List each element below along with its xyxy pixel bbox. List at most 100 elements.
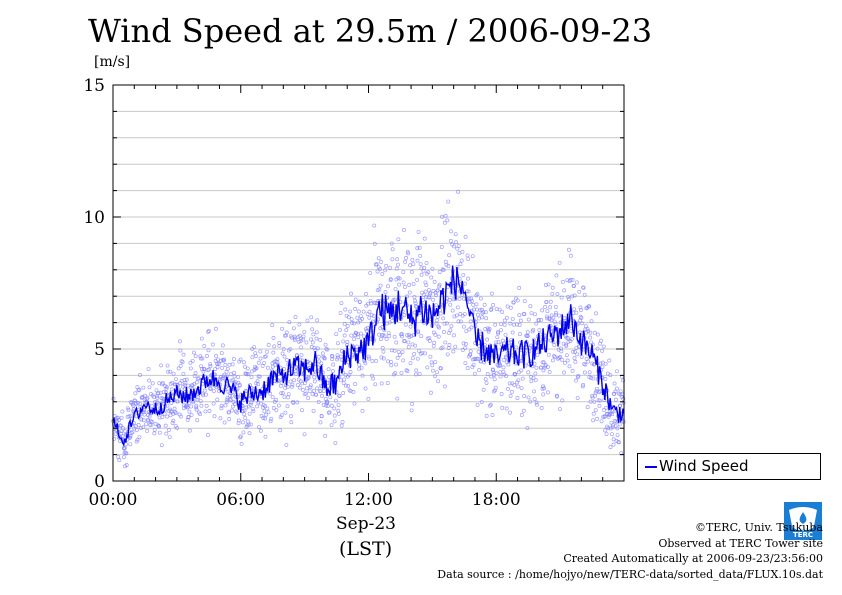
- scatter-point: [196, 376, 201, 380]
- scatter-point: [597, 398, 602, 403]
- scatter-point: [522, 299, 527, 304]
- scatter-point: [579, 315, 584, 320]
- scatter-point: [484, 413, 489, 418]
- scatter-point: [617, 440, 621, 445]
- scatter-point: [495, 335, 500, 340]
- scatter-point: [447, 253, 452, 258]
- scatter-point: [273, 363, 278, 368]
- scatter-point: [504, 355, 509, 360]
- scatter-point: [526, 370, 531, 375]
- scatter-point: [501, 357, 506, 362]
- scatter-point: [363, 386, 368, 391]
- scatter-point: [366, 354, 371, 359]
- scatter-point: [476, 316, 481, 321]
- scatter-point: [505, 315, 509, 320]
- scatter-point: [560, 398, 565, 403]
- scatter-point: [550, 291, 555, 296]
- scatter-point: [316, 399, 321, 404]
- scatter-point: [288, 347, 293, 352]
- scatter-point: [353, 306, 358, 311]
- scatter-point: [420, 350, 425, 355]
- scatter-point: [541, 360, 546, 365]
- scatter-point: [344, 328, 349, 333]
- scatter-point: [466, 289, 471, 294]
- logo-text: TERC: [793, 531, 813, 539]
- scatter-point: [256, 382, 260, 387]
- scatter-point: [135, 400, 140, 405]
- scatter-point: [476, 356, 481, 361]
- scatter-point: [462, 312, 467, 316]
- scatter-point: [348, 370, 353, 374]
- scatter-point: [441, 268, 446, 272]
- scatter-point: [122, 446, 127, 451]
- scatter-point: [540, 386, 545, 391]
- y-tick-label: 0: [94, 472, 105, 492]
- scatter-point: [265, 349, 269, 354]
- scatter-point: [442, 330, 446, 334]
- scatter-point: [235, 410, 240, 415]
- scatter-point: [389, 348, 394, 353]
- scatter-point: [122, 445, 127, 450]
- scatter-point: [137, 387, 142, 392]
- scatter-point: [591, 411, 596, 416]
- legend-line-swatch: [645, 466, 657, 468]
- scatter-point: [574, 378, 578, 383]
- scatter-point: [236, 418, 241, 423]
- scatter-point: [471, 362, 476, 367]
- scatter-point: [591, 418, 596, 423]
- scatter-point: [466, 256, 471, 261]
- scatter-point: [333, 398, 338, 403]
- scatter-point: [483, 327, 488, 332]
- scatter-point: [291, 400, 296, 405]
- scatter-point: [582, 370, 587, 375]
- scatter-point: [299, 336, 304, 341]
- scatter-point: [449, 229, 453, 234]
- scatter-point: [312, 375, 317, 380]
- scatter-point: [346, 384, 351, 388]
- scatter-point: [329, 423, 334, 428]
- scatter-point: [407, 282, 412, 287]
- scatter-point: [228, 398, 233, 402]
- scatter-point: [428, 291, 433, 296]
- scatter-point: [249, 400, 254, 405]
- scatter-point: [345, 324, 350, 328]
- scatter-point: [292, 334, 297, 339]
- scatter-point: [508, 393, 513, 398]
- scatter-point: [455, 305, 460, 310]
- scatter-point: [571, 349, 576, 354]
- scatter-point: [156, 391, 161, 396]
- scatter-point: [412, 295, 417, 300]
- scatter-point: [302, 330, 307, 334]
- scatter-point: [351, 389, 356, 394]
- scatter-point: [494, 340, 499, 345]
- scatter-point: [517, 323, 522, 327]
- scatter-point: [263, 434, 268, 439]
- scatter-point: [378, 267, 382, 271]
- scatter-point: [588, 330, 593, 335]
- scatter-point: [529, 311, 534, 316]
- scatter-point: [258, 349, 263, 354]
- scatter-point: [615, 433, 620, 438]
- scatter-point: [145, 395, 150, 400]
- scatter-point: [607, 358, 612, 363]
- scatter-point: [189, 412, 194, 417]
- scatter-point: [146, 418, 151, 423]
- scatter-point: [608, 373, 613, 378]
- scatter-point: [392, 348, 397, 353]
- scatter-point: [558, 407, 562, 411]
- scatter-point: [575, 396, 580, 400]
- scatter-point: [457, 251, 462, 256]
- scatter-point: [229, 378, 234, 383]
- scatter-point: [278, 428, 283, 433]
- scatter-point: [392, 297, 397, 302]
- scatter-point: [513, 372, 517, 377]
- scatter-point: [569, 337, 574, 342]
- scatter-point: [190, 358, 195, 363]
- scatter-point: [378, 337, 383, 342]
- scatter-point: [552, 354, 557, 359]
- scatter-point: [236, 421, 241, 426]
- scatter-point: [323, 342, 328, 347]
- scatter-point: [285, 358, 289, 363]
- scatter-point: [293, 338, 297, 343]
- scatter-point: [118, 423, 123, 428]
